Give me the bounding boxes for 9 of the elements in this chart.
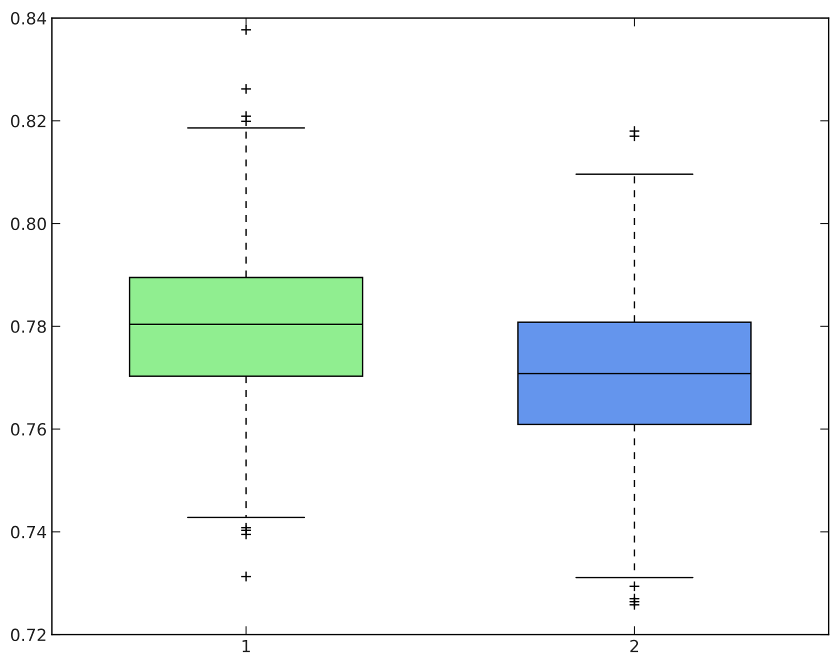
y-tick-label: 0.78 — [11, 320, 46, 333]
y-tick-label: 0.82 — [11, 114, 46, 128]
x-tick-label: 1 — [242, 640, 250, 652]
y-tick-label: 0.84 — [11, 12, 46, 25]
x-tick-label: 2 — [630, 640, 638, 652]
y-tick-label: 0.74 — [11, 526, 46, 538]
y-tick-label: 0.80 — [11, 218, 46, 230]
y-tick-label: 0.76 — [11, 423, 46, 436]
y-tick-label: 0.72 — [11, 628, 46, 642]
